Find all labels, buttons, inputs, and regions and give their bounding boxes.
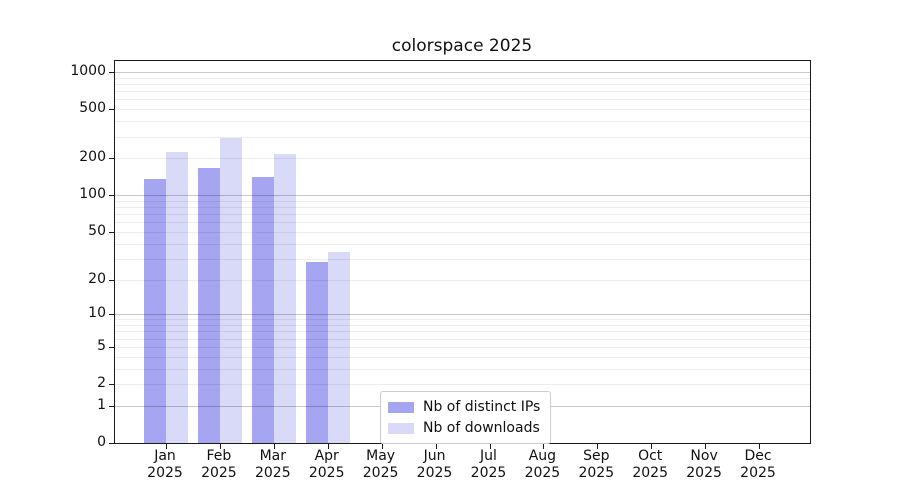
x-tick-label-mar: Mar 2025	[254, 448, 291, 481]
x-tick-mark	[435, 444, 437, 449]
y-tick-mark	[109, 195, 114, 197]
gridline-minor	[115, 158, 810, 160]
gridline-minor	[115, 258, 810, 260]
legend-row-distinct-ips: Nb of distinct IPs	[388, 399, 540, 415]
x-tick-label-nov: Nov 2025	[686, 448, 722, 481]
y-tick-mark	[109, 158, 114, 160]
x-tick-label-jun: Jun 2025	[416, 448, 453, 481]
chart-title: colorspace 2025	[391, 36, 533, 56]
gridline-minor	[115, 368, 810, 370]
legend-swatch-distinct-ips	[388, 401, 414, 413]
y-tick-mark	[109, 384, 114, 385]
gridline-minor	[115, 231, 810, 233]
x-tick-label-feb: Feb 2025	[201, 448, 237, 481]
gridline-minor	[115, 346, 810, 348]
gridline-minor	[115, 121, 810, 123]
y-tick-label: 200	[79, 149, 106, 166]
x-tick-mark	[759, 444, 760, 449]
y-tick-mark	[109, 314, 114, 316]
x-tick-label-oct: Oct 2025	[632, 448, 668, 481]
y-tick-label: 50	[88, 222, 106, 239]
bar-downloads-mar	[273, 153, 296, 443]
gridline-minor	[115, 214, 810, 216]
x-tick-label-sep: Sep 2025	[578, 448, 615, 481]
x-tick-label-jan: Jan 2025	[147, 448, 183, 481]
gridline-minor	[115, 222, 810, 224]
gridline-minor	[115, 109, 810, 111]
gridline-major	[115, 71, 810, 73]
bar-distinct-ips-jan	[144, 178, 166, 443]
x-tick-mark	[219, 444, 221, 449]
x-tick-mark	[705, 444, 707, 449]
y-tick-label: 20	[88, 270, 106, 287]
gridline-minor	[115, 99, 810, 101]
legend-row-downloads: Nb of downloads	[388, 420, 540, 436]
gridline-major	[115, 195, 810, 197]
y-tick-label: 10	[88, 305, 106, 322]
y-tick-mark	[109, 231, 114, 233]
y-tick-mark	[109, 279, 114, 281]
bar-distinct-ips-apr	[305, 262, 328, 443]
gridline-minor	[115, 279, 810, 281]
y-tick-mark	[109, 109, 114, 111]
legend: Nb of distinct IPs Nb of downloads	[380, 391, 552, 444]
bar-downloads-jan	[166, 151, 188, 443]
x-tick-mark	[273, 444, 275, 449]
gridline-minor	[115, 319, 810, 321]
gridline-minor	[115, 83, 810, 85]
y-tick-mark	[109, 405, 114, 407]
x-tick-label-dec: Dec 2025	[740, 448, 776, 481]
x-tick-mark	[489, 444, 491, 449]
x-tick-mark	[543, 444, 545, 449]
bar-distinct-ips-mar	[251, 177, 274, 443]
y-tick-label: 5	[97, 337, 106, 354]
y-tick-mark	[109, 443, 114, 444]
plot-area: Nb of distinct IPs Nb of downloads	[109, 60, 811, 449]
y-tick-label: 1000	[70, 62, 106, 79]
gridline-minor	[115, 200, 810, 202]
legend-swatch-downloads	[388, 422, 414, 434]
bar-downloads-feb	[219, 137, 242, 443]
legend-label-downloads: Nb of downloads	[423, 420, 540, 436]
gridline-minor	[115, 384, 810, 385]
gridline-minor	[115, 243, 810, 245]
y-tick-label: 1	[97, 396, 106, 413]
gridline-minor	[115, 77, 810, 79]
y-tick-label: 100	[79, 186, 106, 203]
x-tick-label-jul: Jul 2025	[470, 448, 507, 481]
gridline-minor	[115, 356, 810, 358]
y-tick-label: 500	[79, 100, 106, 117]
x-tick-mark	[327, 444, 329, 449]
gridline-minor	[115, 136, 810, 138]
x-tick-mark	[381, 444, 383, 449]
y-tick-label: 2	[97, 375, 106, 391]
gridline-minor	[115, 331, 810, 333]
y-tick-label: 0	[97, 434, 106, 450]
y-tick-mark	[109, 71, 114, 73]
gridline-minor	[115, 325, 810, 326]
x-tick-mark	[166, 444, 167, 449]
bar-downloads-apr	[327, 252, 350, 443]
gridline-minor	[115, 91, 810, 93]
gridline-major	[115, 314, 810, 316]
gridline-minor	[115, 338, 810, 340]
x-tick-label-aug: Aug 2025	[524, 448, 561, 481]
bar-distinct-ips-feb	[197, 167, 220, 443]
y-tick-mark	[109, 346, 114, 348]
legend-label-distinct-ips: Nb of distinct IPs	[423, 399, 541, 415]
gridline-minor	[115, 207, 810, 208]
x-tick-label-apr: Apr 2025	[308, 448, 345, 481]
x-tick-mark	[651, 444, 653, 449]
x-tick-label-may: May 2025	[362, 448, 399, 481]
x-tick-mark	[597, 444, 599, 449]
